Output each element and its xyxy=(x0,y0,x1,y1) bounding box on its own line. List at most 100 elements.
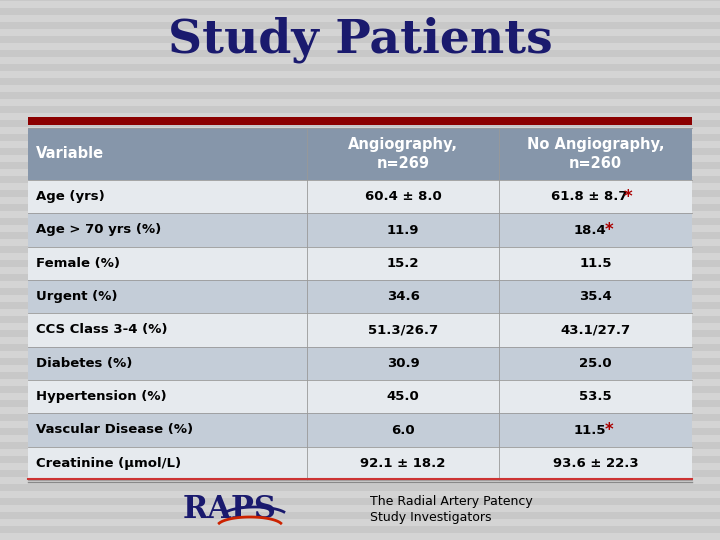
Bar xyxy=(0,8,720,15)
Text: Age (yrs): Age (yrs) xyxy=(36,190,104,203)
Bar xyxy=(0,519,720,526)
Text: Creatinine (μmol/L): Creatinine (μmol/L) xyxy=(36,457,181,470)
Bar xyxy=(28,213,692,247)
Text: 11.9: 11.9 xyxy=(387,224,420,237)
Bar xyxy=(0,239,720,246)
Bar xyxy=(28,447,692,480)
Bar xyxy=(0,498,720,505)
Bar xyxy=(0,442,720,449)
Bar xyxy=(0,533,720,540)
Text: 92.1 ± 18.2: 92.1 ± 18.2 xyxy=(361,457,446,470)
Bar xyxy=(0,414,720,421)
Text: Urgent (%): Urgent (%) xyxy=(36,290,117,303)
Text: Female (%): Female (%) xyxy=(36,257,120,270)
Bar xyxy=(0,379,720,386)
Bar xyxy=(0,295,720,302)
Bar xyxy=(0,92,720,99)
Bar xyxy=(0,400,720,407)
Bar xyxy=(0,386,720,393)
Bar xyxy=(0,309,720,316)
Bar xyxy=(0,274,720,281)
Text: Vascular Disease (%): Vascular Disease (%) xyxy=(36,423,193,436)
Text: Study Investigators: Study Investigators xyxy=(370,511,492,524)
Text: 6.0: 6.0 xyxy=(392,423,415,436)
Bar xyxy=(0,246,720,253)
Text: Hypertension (%): Hypertension (%) xyxy=(36,390,166,403)
Bar xyxy=(0,470,720,477)
Text: 34.6: 34.6 xyxy=(387,290,420,303)
Bar xyxy=(0,169,720,176)
Text: 53.5: 53.5 xyxy=(580,390,612,403)
Bar xyxy=(0,57,720,64)
Bar xyxy=(0,64,720,71)
Text: 45.0: 45.0 xyxy=(387,390,420,403)
Text: 93.6 ± 22.3: 93.6 ± 22.3 xyxy=(553,457,639,470)
Bar xyxy=(0,78,720,85)
Bar xyxy=(0,393,720,400)
Bar xyxy=(0,71,720,78)
Bar xyxy=(0,190,720,197)
Bar xyxy=(0,344,720,351)
Bar xyxy=(0,372,720,379)
Bar xyxy=(0,183,720,190)
Bar xyxy=(0,505,720,512)
Bar xyxy=(0,148,720,155)
Bar xyxy=(0,106,720,113)
Bar xyxy=(0,316,720,323)
Bar xyxy=(28,380,692,413)
Bar xyxy=(0,204,720,211)
Bar xyxy=(0,260,720,267)
Bar xyxy=(0,127,720,134)
Bar xyxy=(28,180,692,213)
Bar xyxy=(0,463,720,470)
Bar xyxy=(0,512,720,519)
Text: Diabetes (%): Diabetes (%) xyxy=(36,357,132,370)
Bar xyxy=(0,113,720,120)
Bar xyxy=(0,43,720,50)
Text: 18.4: 18.4 xyxy=(573,224,606,237)
Bar xyxy=(0,491,720,498)
Text: 51.3/26.7: 51.3/26.7 xyxy=(368,323,438,336)
Bar xyxy=(0,337,720,344)
Bar xyxy=(0,29,720,36)
Text: Study Patients: Study Patients xyxy=(168,17,552,63)
Bar xyxy=(0,0,720,1)
Bar xyxy=(0,134,720,141)
Bar xyxy=(0,449,720,456)
Bar xyxy=(0,428,720,435)
Bar xyxy=(0,435,720,442)
Text: 25.0: 25.0 xyxy=(580,357,612,370)
Bar xyxy=(0,351,720,358)
Bar xyxy=(0,176,720,183)
Bar xyxy=(28,347,692,380)
Bar xyxy=(0,407,720,414)
Bar xyxy=(0,323,720,330)
Text: No Angiography,
n=260: No Angiography, n=260 xyxy=(527,137,665,171)
Bar xyxy=(0,267,720,274)
Bar xyxy=(0,1,720,8)
Bar xyxy=(0,330,720,337)
Bar xyxy=(0,155,720,162)
Bar xyxy=(0,232,720,239)
Bar xyxy=(28,280,692,313)
Text: *: * xyxy=(605,421,613,439)
Text: Age > 70 yrs (%): Age > 70 yrs (%) xyxy=(36,224,161,237)
Bar xyxy=(0,484,720,491)
Bar xyxy=(0,85,720,92)
Bar xyxy=(0,253,720,260)
Text: 11.5: 11.5 xyxy=(580,257,612,270)
Text: The Radial Artery Patency: The Radial Artery Patency xyxy=(370,496,533,509)
Bar xyxy=(0,22,720,29)
Bar xyxy=(0,358,720,365)
Bar xyxy=(0,302,720,309)
Bar xyxy=(28,128,692,180)
Bar xyxy=(0,211,720,218)
Bar xyxy=(0,526,720,533)
Text: 60.4 ± 8.0: 60.4 ± 8.0 xyxy=(365,190,441,203)
Bar xyxy=(0,225,720,232)
Bar xyxy=(0,421,720,428)
Bar xyxy=(0,120,720,127)
Bar xyxy=(28,247,692,280)
Text: *: * xyxy=(605,221,613,239)
Bar xyxy=(0,218,720,225)
